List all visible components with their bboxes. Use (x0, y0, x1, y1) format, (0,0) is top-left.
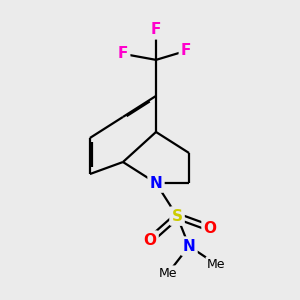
Text: O: O (143, 232, 157, 247)
Text: F: F (118, 46, 128, 62)
Text: N: N (183, 238, 195, 253)
Text: N: N (150, 176, 162, 190)
Text: Me: Me (207, 258, 225, 271)
Text: O: O (204, 220, 217, 236)
Text: F: F (151, 22, 161, 37)
Text: Me: Me (159, 267, 177, 280)
Text: S: S (172, 208, 182, 224)
Text: F: F (181, 44, 191, 59)
